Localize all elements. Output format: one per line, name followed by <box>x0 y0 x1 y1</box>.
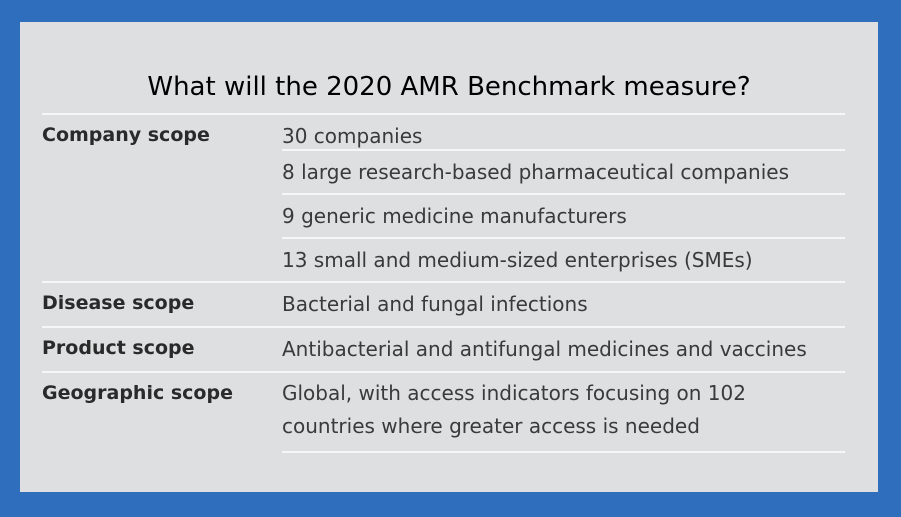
scope-table: Company scope 30 companies 8 large resea… <box>42 113 845 453</box>
company-scope-value: 13 small and medium-sized enterprises (S… <box>282 237 845 281</box>
company-scope-values: 30 companies 8 large research-based phar… <box>282 115 845 281</box>
company-scope-value: 9 generic medicine manufacturers <box>282 193 845 237</box>
page-title: What will the 2020 AMR Benchmark measure… <box>147 72 751 102</box>
company-scope-section: Company scope 30 companies 8 large resea… <box>42 115 845 281</box>
product-scope-label: Product scope <box>42 337 195 359</box>
top-divider <box>42 113 845 115</box>
company-scope-value: 30 companies <box>282 124 423 148</box>
product-scope-values: Antibacterial and antifungal medicines a… <box>282 328 845 371</box>
disease-scope-value: Bacterial and fungal infections <box>282 292 588 316</box>
product-scope-value: Antibacterial and antifungal medicines a… <box>282 337 807 361</box>
disease-scope-label: Disease scope <box>42 292 195 314</box>
geographic-scope-values: Global, with access indicators focusing … <box>282 373 845 451</box>
disease-scope-section: Disease scope Bacterial and fungal infec… <box>42 281 845 326</box>
company-scope-label: Company scope <box>42 124 210 146</box>
geographic-scope-label: Geographic scope <box>42 382 233 404</box>
benchmark-panel: What will the 2020 AMR Benchmark measure… <box>20 22 878 492</box>
geographic-scope-value: Global, with access indicators focusing … <box>282 381 746 438</box>
product-scope-section: Product scope Antibacterial and antifung… <box>42 326 845 371</box>
geographic-scope-section: Geographic scope Global, with access ind… <box>42 371 845 451</box>
company-scope-value: 8 large research-based pharmaceutical co… <box>282 149 845 193</box>
disease-scope-values: Bacterial and fungal infections <box>282 283 845 326</box>
bottom-divider <box>282 451 845 453</box>
